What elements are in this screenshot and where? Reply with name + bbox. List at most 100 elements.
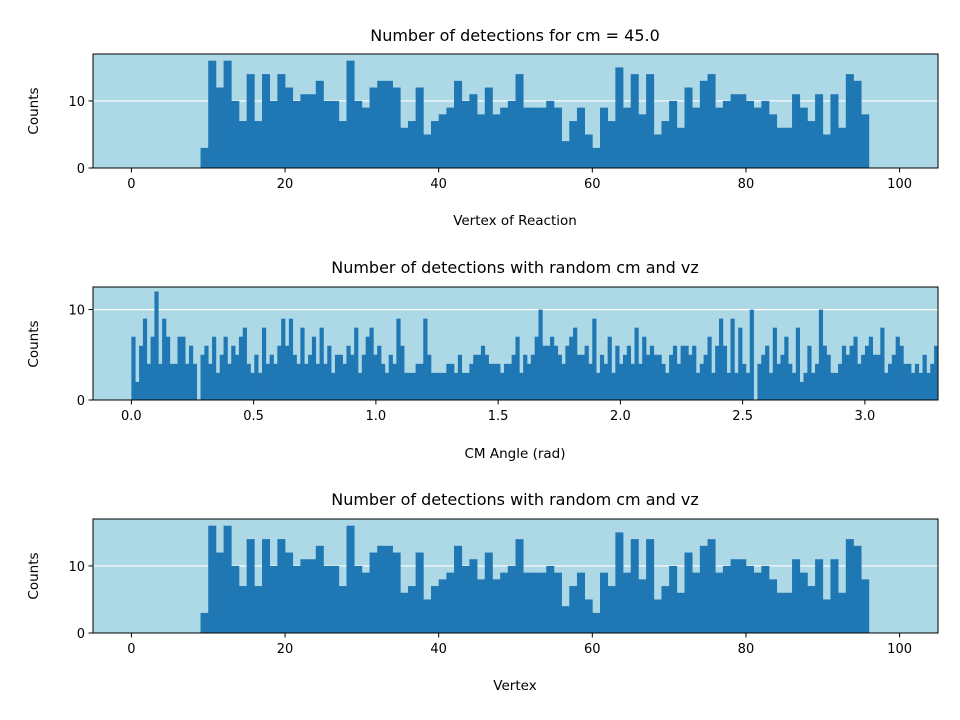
histogram-bar bbox=[515, 74, 524, 168]
histogram-bar bbox=[411, 372, 416, 400]
histogram-bar bbox=[695, 372, 701, 400]
histogram-bar bbox=[584, 599, 593, 633]
histogram-bar bbox=[550, 336, 555, 400]
histogram-bar bbox=[903, 363, 908, 400]
histogram-bar bbox=[361, 354, 367, 400]
histogram-bar bbox=[496, 363, 501, 400]
histogram-bar bbox=[415, 87, 424, 168]
histogram-bar bbox=[461, 565, 470, 633]
histogram-bar bbox=[676, 127, 685, 168]
histogram-bar bbox=[738, 94, 747, 168]
histogram-bar bbox=[607, 336, 612, 400]
histogram-bar bbox=[542, 345, 547, 400]
subplot-vertex: Number of detections with random cm and … bbox=[26, 490, 939, 694]
histogram-bar bbox=[784, 592, 793, 633]
histogram-bar bbox=[830, 94, 839, 168]
histogram-bar bbox=[281, 318, 286, 400]
histogram-bar bbox=[400, 127, 409, 168]
histogram-bar bbox=[323, 565, 332, 633]
histogram-bar bbox=[761, 354, 766, 400]
histogram-bar bbox=[630, 74, 639, 168]
histogram-bar bbox=[381, 363, 386, 400]
histogram-bar bbox=[553, 345, 559, 400]
histogram-bar bbox=[592, 612, 601, 633]
x-tick-label: 0 bbox=[127, 642, 135, 657]
histogram-bar bbox=[296, 363, 301, 400]
histogram-bar bbox=[315, 80, 324, 168]
y-tick-label: 0 bbox=[77, 627, 85, 642]
histogram-bar bbox=[688, 354, 693, 400]
histogram-bar bbox=[377, 545, 386, 633]
x-tick-label: 0.5 bbox=[243, 409, 264, 424]
histogram-bar bbox=[507, 363, 512, 400]
y-axis-ticks: 0 10 bbox=[68, 560, 93, 642]
histogram-bar bbox=[300, 559, 309, 633]
x-tick-label: 2.5 bbox=[732, 409, 753, 424]
histogram-bar bbox=[311, 336, 317, 400]
histogram-bar bbox=[165, 336, 171, 400]
histogram-bar bbox=[254, 586, 263, 633]
histogram-bar bbox=[223, 525, 232, 633]
histogram-bar bbox=[154, 291, 159, 400]
histogram-bar bbox=[254, 121, 263, 168]
x-axis-ticks: 0 20 40 60 80 100 bbox=[127, 633, 912, 657]
histogram-bar bbox=[861, 354, 866, 400]
histogram-bar bbox=[235, 354, 240, 400]
histogram-bar bbox=[592, 318, 597, 400]
histogram-bar bbox=[553, 107, 562, 168]
x-tick-label: 0 bbox=[127, 177, 135, 192]
histogram-bar bbox=[630, 363, 635, 400]
histogram-bar bbox=[423, 318, 428, 400]
histogram-bar bbox=[454, 80, 463, 168]
histogram-bar bbox=[845, 74, 854, 168]
histogram-bar bbox=[699, 80, 708, 168]
histogram-bar bbox=[373, 354, 378, 400]
histogram-bar bbox=[269, 354, 274, 400]
histogram-bar bbox=[653, 599, 662, 633]
histogram-bar bbox=[361, 572, 370, 633]
histogram-bar bbox=[331, 565, 340, 633]
histogram-bar bbox=[692, 345, 697, 400]
histogram-bar bbox=[354, 565, 363, 633]
histogram-bar bbox=[792, 94, 801, 168]
subplot-cm-angle: Number of detections with random cm and … bbox=[26, 258, 939, 462]
histogram-bar bbox=[569, 121, 578, 168]
histogram-bar bbox=[461, 372, 466, 400]
histogram-bar bbox=[469, 559, 478, 633]
histogram-bar bbox=[477, 579, 486, 633]
histogram-bar bbox=[308, 559, 317, 633]
histogram-bar bbox=[745, 372, 751, 400]
histogram-bar bbox=[204, 345, 209, 400]
histogram-bar bbox=[215, 552, 224, 633]
histogram-bar bbox=[807, 121, 816, 168]
histogram-bar bbox=[492, 363, 497, 400]
histogram-bar bbox=[914, 363, 920, 400]
histogram-bar bbox=[676, 363, 681, 400]
histogram-bar bbox=[657, 354, 662, 400]
histogram-bar bbox=[173, 363, 178, 400]
histogram-bar bbox=[707, 74, 716, 168]
histogram-bar bbox=[500, 372, 505, 400]
histogram-bar bbox=[822, 345, 827, 400]
histogram-bar bbox=[676, 592, 685, 633]
histogram-bar bbox=[277, 539, 286, 633]
histogram-bar bbox=[212, 336, 217, 400]
histogram-bar bbox=[438, 114, 447, 168]
histogram-bar bbox=[661, 121, 670, 168]
histogram-bar bbox=[500, 572, 509, 633]
y-axis-label: Counts bbox=[26, 320, 42, 367]
histogram-bar bbox=[653, 134, 662, 168]
histogram-bar bbox=[622, 354, 628, 400]
histogram-bar bbox=[346, 345, 351, 400]
histogram-bar bbox=[818, 309, 824, 400]
histogram-bar bbox=[703, 354, 708, 400]
histogram-bar bbox=[600, 107, 609, 168]
histogram-bar bbox=[384, 372, 390, 400]
histogram-bar bbox=[450, 363, 455, 400]
subplot-vertex-of-reaction: Number of detections for cm = 45.0 0 20 40… bbox=[26, 26, 939, 229]
histogram-bar bbox=[553, 572, 562, 633]
histogram-bar bbox=[430, 372, 436, 400]
histogram-bars bbox=[200, 60, 870, 168]
histogram-bar bbox=[169, 363, 174, 400]
